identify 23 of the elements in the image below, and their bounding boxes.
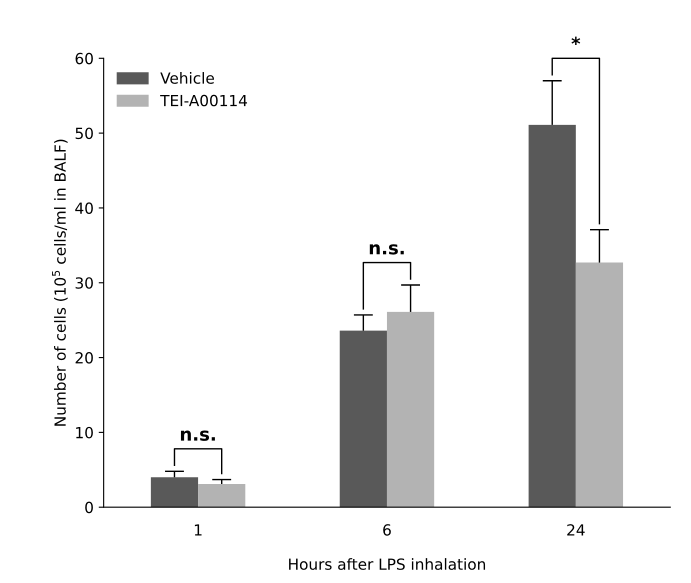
y-tick-label: 30: [76, 277, 93, 289]
text: *: [571, 36, 580, 46]
y-tick-label: 10: [76, 426, 93, 438]
y-tick-label: 40: [75, 202, 93, 214]
y-tick-label: 0: [85, 502, 93, 514]
bar: [386, 312, 434, 508]
x-tick-label: 1: [194, 524, 202, 536]
annotation: n.s.: [180, 430, 215, 441]
x-axis-title: Hours after LPS inhalation: [289, 558, 486, 570]
bar: [340, 330, 387, 508]
y-axis-title: Number of cells (10$^{5}$ cells/ml in BALF): [52, 140, 68, 426]
y-tick-label: 50: [76, 128, 93, 140]
legend-label: Vehicle: [160, 72, 214, 84]
y-tick-label: 60: [76, 52, 93, 64]
bar: [576, 262, 624, 508]
x-tick-label: 6: [383, 524, 391, 536]
bar: [528, 124, 576, 508]
x-tick-label: 24: [567, 524, 585, 536]
bar: [198, 484, 246, 508]
legend-label: TEI-A00114: [160, 94, 248, 106]
y-tick-label: 20: [76, 352, 93, 364]
annotation: n.s.: [370, 244, 404, 255]
bar: [150, 477, 198, 508]
